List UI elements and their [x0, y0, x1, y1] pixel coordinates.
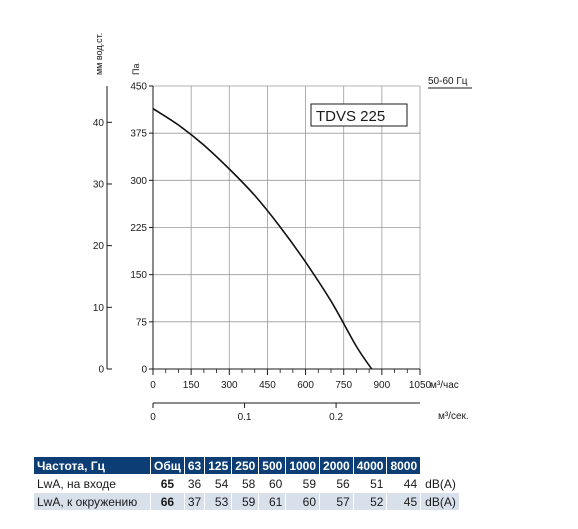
x-tick-label: 0 — [150, 380, 156, 391]
row-value: 54 — [214, 476, 229, 491]
x2-axis-title: м³/сек. — [438, 411, 469, 422]
pa-tick-label: 300 — [130, 176, 147, 187]
mm-tick-label: 10 — [93, 303, 105, 314]
row-value: 44 — [403, 476, 418, 491]
pa-tick-label: 150 — [130, 270, 147, 281]
x-tick-label: 450 — [259, 380, 276, 391]
row-value: 51 — [370, 476, 384, 491]
y-left-axis-title: мм вод.ст. — [94, 33, 104, 75]
header-8000: 8000 — [387, 457, 421, 474]
frequency-label: 50-60 Гц — [428, 76, 468, 87]
x-tick-label: 600 — [297, 380, 314, 391]
row-value: 56 — [336, 476, 350, 491]
pa-tick-label: 375 — [130, 129, 147, 140]
header-63: 63 — [184, 457, 205, 474]
header-250: 250 — [232, 457, 259, 474]
chart-ticks: 0 75 150 225 300 375 450 0 10 20 30 40 0 150 300 450 600… — [93, 82, 432, 424]
row-value: 61 — [259, 493, 286, 510]
row-value: 45 — [387, 493, 421, 510]
header-2000: 2000 — [320, 457, 353, 474]
header-500: 500 — [259, 457, 286, 474]
x-tick-label: 150 — [183, 380, 200, 391]
x-tick-label: 300 — [221, 380, 238, 391]
x2-tick-label: 0 — [150, 412, 156, 423]
row-label: LwA, на входе — [37, 476, 116, 491]
y-right-axis-title: Па — [131, 64, 141, 75]
mm-tick-label: 40 — [93, 118, 105, 129]
row-value: 60 — [286, 493, 320, 510]
fan-curve — [152, 107, 373, 370]
header-total: Общ — [151, 457, 184, 474]
row-total: 66 — [151, 493, 184, 510]
chart-grid — [153, 85, 421, 369]
x-tick-label: 900 — [374, 380, 391, 391]
fan-performance-chart: 0 75 150 225 300 375 450 0 10 20 30 40 0 150 300 450 600… — [93, 33, 472, 424]
row-value: 59 — [302, 476, 317, 491]
header-125: 125 — [205, 457, 232, 474]
pa-tick-label: 450 — [130, 82, 147, 93]
row-value: 37 — [184, 493, 205, 510]
header-4000: 4000 — [353, 457, 387, 474]
x-tick-label: 750 — [335, 380, 352, 391]
chart-series — [152, 107, 373, 370]
table-row: LwA, к окружению 66 37 53 59 61 60 57 52… — [34, 493, 459, 510]
row-value: 59 — [232, 493, 259, 510]
row-value: 57 — [320, 493, 353, 510]
mm-tick-label: 20 — [93, 241, 105, 252]
x-tick-label: 1050 — [409, 380, 432, 391]
header-unit-blank — [421, 457, 459, 474]
row-total: 65 — [160, 476, 175, 491]
model-label: TDVS 225 — [316, 108, 385, 125]
pa-tick-label: 0 — [141, 365, 147, 376]
pa-tick-label: 225 — [130, 223, 147, 234]
x2-tick-label: 0.1 — [238, 412, 252, 423]
row-value: 60 — [268, 476, 283, 491]
row-unit: dB(A) — [425, 476, 456, 491]
header-1000: 1000 — [286, 457, 320, 474]
row-label: LwA, к окружению — [34, 493, 150, 510]
row-unit: dB(A) — [421, 493, 459, 510]
row-value: 36 — [187, 476, 202, 491]
x-axis-title: м³/час — [430, 380, 459, 391]
table-header-row: Частота, Гц Общ 63 125 250 500 1000 2000… — [34, 457, 459, 474]
x2-tick-label: 0.2 — [329, 412, 343, 423]
model-label-box — [310, 103, 408, 127]
mm-tick-label: 0 — [98, 365, 104, 376]
row-value: 58 — [241, 476, 256, 491]
header-frequency: Частота, Гц — [34, 457, 150, 474]
noise-table: Частота, Гц Общ 63 125 250 500 1000 2000… — [33, 456, 460, 511]
pa-tick-label: 75 — [136, 317, 148, 328]
row-value: 52 — [353, 493, 387, 510]
x-axis-title-text: м³/час — [430, 380, 459, 391]
mm-tick-label: 30 — [93, 179, 105, 190]
row-value: 53 — [205, 493, 232, 510]
table-row: LwA, на входе 65 36 54 58 60 59 56 51 44… — [34, 475, 459, 492]
